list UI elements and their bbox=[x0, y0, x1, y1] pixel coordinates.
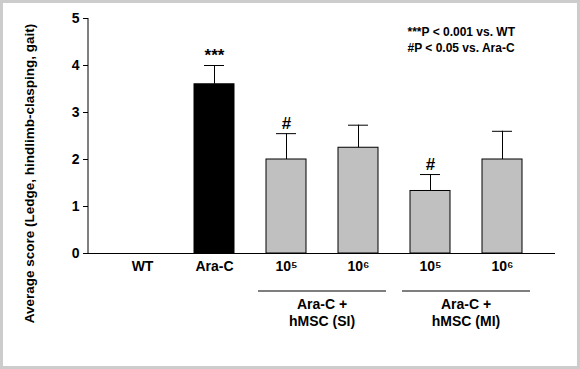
svg-text:10⁶: 10⁶ bbox=[491, 258, 513, 274]
svg-text:***P < 0.001 vs. WT#P < 0.05 v: ***P < 0.001 vs. WT#P < 0.05 vs. Ara-C bbox=[408, 25, 516, 55]
svg-text:1: 1 bbox=[72, 198, 80, 214]
svg-text:WT: WT bbox=[132, 258, 154, 274]
svg-text:Ara-C +hMSC (SI): Ara-C +hMSC (SI) bbox=[289, 296, 355, 329]
svg-text:Average score (Ledge, hindlimb: Average score (Ledge, hindlimb-clasping,… bbox=[22, 24, 37, 324]
svg-text:#: # bbox=[426, 155, 436, 174]
svg-text:***: *** bbox=[205, 46, 225, 65]
svg-text:2: 2 bbox=[72, 151, 80, 167]
svg-text:3: 3 bbox=[72, 104, 80, 120]
svg-text:#: # bbox=[282, 114, 292, 133]
svg-text:10⁶: 10⁶ bbox=[347, 258, 369, 274]
svg-text:Ara-C: Ara-C bbox=[195, 258, 233, 274]
svg-text:10⁵: 10⁵ bbox=[419, 258, 441, 274]
svg-text:10⁵: 10⁵ bbox=[275, 258, 297, 274]
svg-text:0: 0 bbox=[72, 245, 80, 261]
svg-text:4: 4 bbox=[72, 57, 80, 73]
svg-text:Ara-C +hMSC (MI): Ara-C +hMSC (MI) bbox=[432, 296, 500, 329]
svg-text:5: 5 bbox=[72, 10, 80, 26]
